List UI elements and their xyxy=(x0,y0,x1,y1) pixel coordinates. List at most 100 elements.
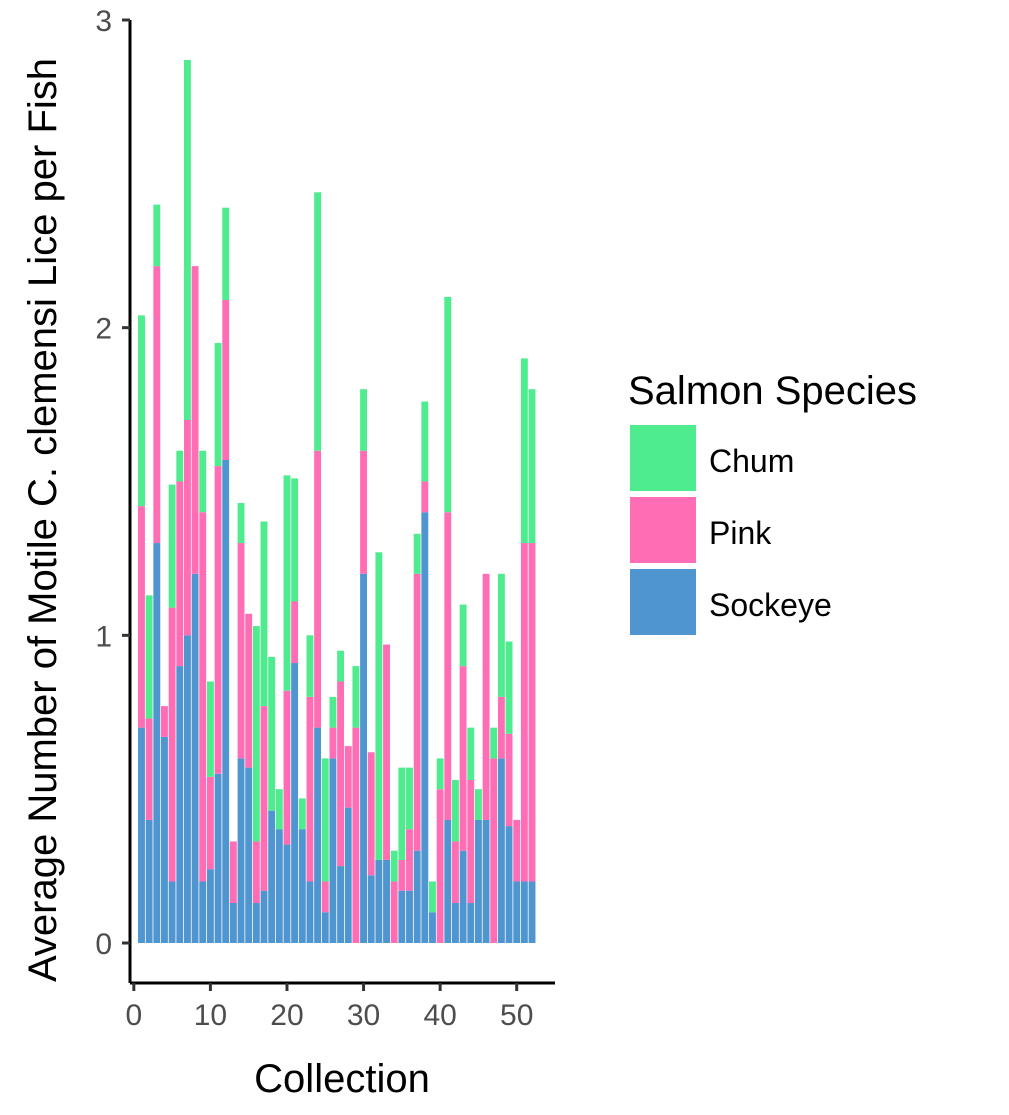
bar-pink-24 xyxy=(314,450,322,728)
legend-title: Salmon Species xyxy=(628,369,917,413)
bar-chum-7 xyxy=(183,60,191,420)
bar-sockeye-46 xyxy=(482,819,490,944)
bar-chum-51 xyxy=(520,358,528,544)
bar-sockeye-19 xyxy=(275,829,283,944)
bar-pink-33 xyxy=(383,644,390,860)
bar-sockeye-18 xyxy=(268,810,276,944)
legend-label-pink: Pink xyxy=(709,515,772,551)
bar-pink-2 xyxy=(145,718,153,820)
bar-chum-25 xyxy=(321,758,329,882)
bar-sockeye-33 xyxy=(383,859,390,943)
bar-sockeye-26 xyxy=(329,758,337,943)
bar-sockeye-5 xyxy=(168,881,176,943)
bar-sockeye-37 xyxy=(413,850,421,943)
bar-pink-34 xyxy=(390,881,398,943)
bar-pink-7 xyxy=(183,419,191,636)
bar-sockeye-31 xyxy=(367,875,375,944)
bar-pink-1 xyxy=(138,506,145,728)
bar-pink-37 xyxy=(413,573,421,851)
bar-chum-14 xyxy=(237,503,245,544)
bar-chum-29 xyxy=(352,666,360,728)
bar-sockeye-23 xyxy=(306,881,314,943)
bar-chum-34 xyxy=(390,850,398,882)
bar-pink-42 xyxy=(452,841,459,903)
legend-swatch-sockeye xyxy=(630,569,696,635)
bar-chum-45 xyxy=(474,789,482,820)
bar-chum-2 xyxy=(145,595,153,719)
bar-sockeye-14 xyxy=(237,758,245,943)
bar-pink-25 xyxy=(321,881,329,913)
bar-sockeye-25 xyxy=(321,912,329,944)
bar-chum-38 xyxy=(421,401,429,482)
y-tick-label-2: 2 xyxy=(95,313,112,346)
legend: Salmon Species Chum Pink Sockeye xyxy=(628,369,917,635)
bar-sockeye-1 xyxy=(138,727,145,944)
bar-pink-10 xyxy=(206,776,214,870)
bar-pink-27 xyxy=(337,681,345,867)
bar-sockeye-24 xyxy=(314,727,322,944)
bar-sockeye-11 xyxy=(214,773,222,944)
legend-label-chum: Chum xyxy=(709,443,794,479)
bar-sockeye-48 xyxy=(497,758,505,943)
bar-chum-6 xyxy=(176,450,184,482)
bar-pink-43 xyxy=(459,666,467,851)
bar-pink-26 xyxy=(329,727,337,759)
bar-chum-27 xyxy=(337,650,345,682)
bar-pink-6 xyxy=(176,481,184,667)
bar-chum-22 xyxy=(298,798,306,830)
bar-chum-20 xyxy=(283,475,291,691)
bars-layer xyxy=(138,60,536,944)
bar-chum-16 xyxy=(252,626,260,842)
bar-chum-24 xyxy=(314,192,322,451)
bar-sockeye-17 xyxy=(260,890,268,943)
legend-swatch-chum xyxy=(630,425,696,491)
bar-pink-23 xyxy=(306,696,314,882)
bar-sockeye-27 xyxy=(337,866,345,944)
x-tick-label-10: 10 xyxy=(194,999,227,1032)
bar-pink-4 xyxy=(161,706,168,737)
bar-pink-5 xyxy=(168,607,176,882)
bar-sockeye-6 xyxy=(176,666,184,943)
bar-chum-36 xyxy=(406,767,413,830)
bar-chum-52 xyxy=(528,389,536,544)
bar-sockeye-4 xyxy=(161,736,168,944)
bar-pink-30 xyxy=(360,450,367,574)
bar-chum-42 xyxy=(452,779,459,842)
bar-chum-11 xyxy=(214,343,222,467)
bar-chum-47 xyxy=(490,727,498,759)
bar-pink-16 xyxy=(252,841,260,903)
bar-chum-30 xyxy=(360,389,367,451)
bar-sockeye-32 xyxy=(375,859,383,943)
bar-sockeye-38 xyxy=(421,512,429,943)
bar-pink-20 xyxy=(283,690,291,845)
bar-sockeye-30 xyxy=(360,573,367,943)
bar-sockeye-8 xyxy=(191,573,199,943)
bar-chum-26 xyxy=(329,696,337,728)
bar-pink-40 xyxy=(436,789,444,943)
bar-chum-1 xyxy=(138,315,145,507)
y-axis-title: Average Number of Motile C. clemensi Lic… xyxy=(21,58,65,982)
bar-sockeye-10 xyxy=(206,869,214,943)
bar-pink-14 xyxy=(237,543,245,759)
y-ticks: 0 1 2 3 xyxy=(95,5,130,961)
bar-chum-5 xyxy=(168,484,176,608)
bar-chum-9 xyxy=(199,450,207,513)
bar-chum-48 xyxy=(497,573,505,697)
bar-sockeye-22 xyxy=(298,829,306,944)
bar-pink-35 xyxy=(398,859,406,891)
legend-label-sockeye: Sockeye xyxy=(709,587,832,623)
bar-pink-17 xyxy=(260,706,268,891)
x-tick-label-40: 40 xyxy=(423,999,456,1032)
bar-chum-17 xyxy=(260,521,268,707)
bar-pink-28 xyxy=(344,746,352,808)
bar-sockeye-21 xyxy=(291,663,299,944)
bar-sockeye-43 xyxy=(459,850,467,943)
bar-pink-51 xyxy=(520,543,528,882)
bar-chum-3 xyxy=(153,204,161,267)
bar-pink-44 xyxy=(467,779,475,904)
bar-pink-36 xyxy=(406,829,413,891)
x-tick-label-20: 20 xyxy=(270,999,303,1032)
x-tick-label-0: 0 xyxy=(125,999,142,1032)
bar-pink-11 xyxy=(214,466,222,774)
x-tick-label-50: 50 xyxy=(500,999,533,1032)
